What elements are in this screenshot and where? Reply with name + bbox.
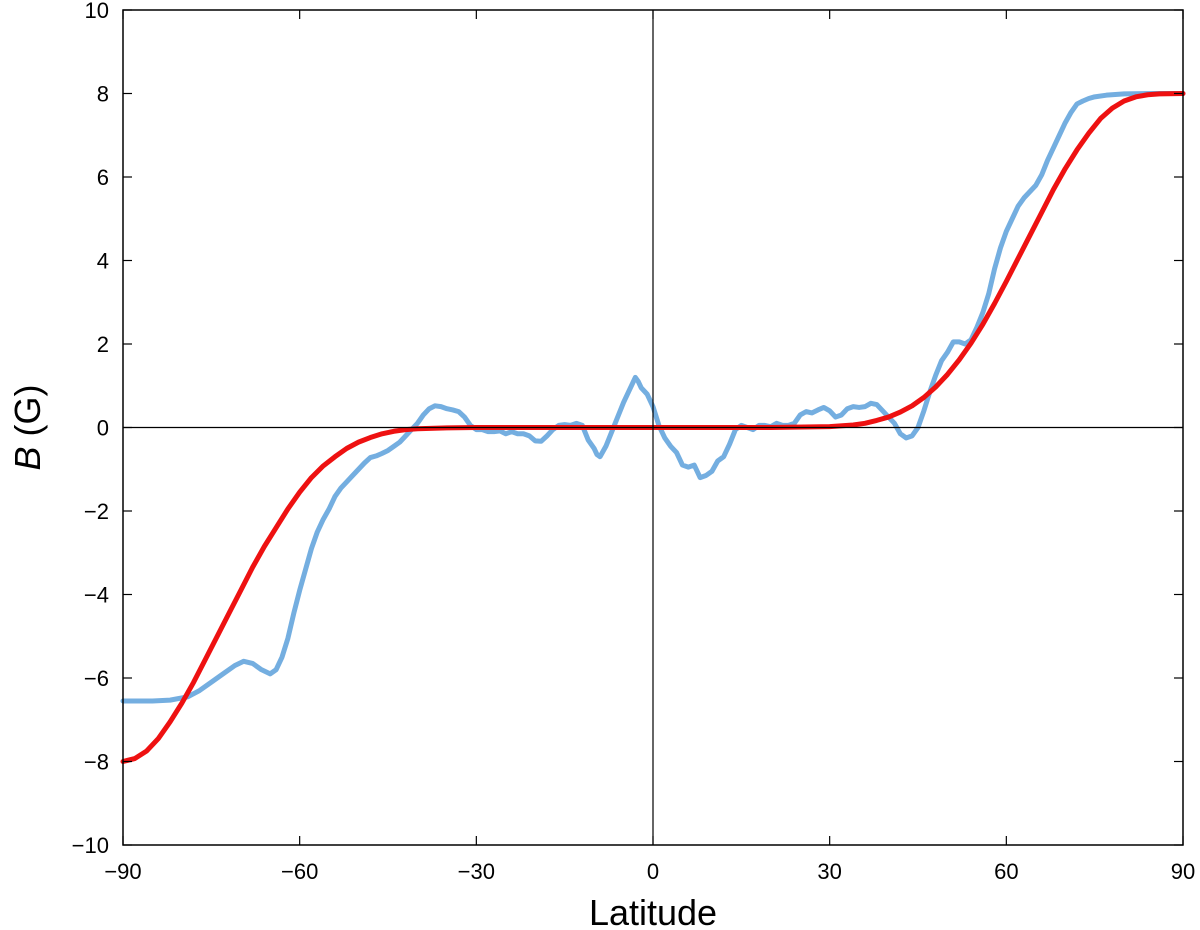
x-axis-title: Latitude: [589, 892, 717, 930]
y-tick-label: −8: [84, 750, 109, 775]
y-tick-label: 0: [97, 416, 109, 441]
reference-lines: [123, 10, 1183, 845]
y-axis-title: B (G): [7, 385, 48, 471]
y-tick-label: −10: [72, 833, 109, 858]
y-tick-label: 4: [97, 249, 109, 274]
y-axis-unit: (G): [7, 385, 48, 447]
y-tick-label: 8: [97, 82, 109, 107]
x-tick-label: 0: [647, 859, 659, 884]
y-tick-label: 2: [97, 332, 109, 357]
x-tick-label: 30: [817, 859, 841, 884]
x-tick-label: 60: [994, 859, 1018, 884]
y-tick-label: 10: [85, 0, 109, 23]
x-tick-label: −30: [458, 859, 495, 884]
x-tick-label: 90: [1171, 859, 1195, 884]
x-tick-labels: −90 −60 −30 0 30 60 90: [104, 859, 1195, 884]
y-tick-label: −6: [84, 666, 109, 691]
x-tick-label: −90: [104, 859, 141, 884]
y-axis-variable: B: [7, 446, 48, 470]
y-tick-label: −4: [84, 583, 109, 608]
y-tick-label: 6: [97, 165, 109, 190]
x-tick-label: −60: [281, 859, 318, 884]
y-tick-labels: −10 −8 −6 −4 −2 0 2 4 6 8 10: [72, 0, 109, 858]
y-tick-label: −2: [84, 499, 109, 524]
ticks-layer: [122, 9, 1184, 846]
